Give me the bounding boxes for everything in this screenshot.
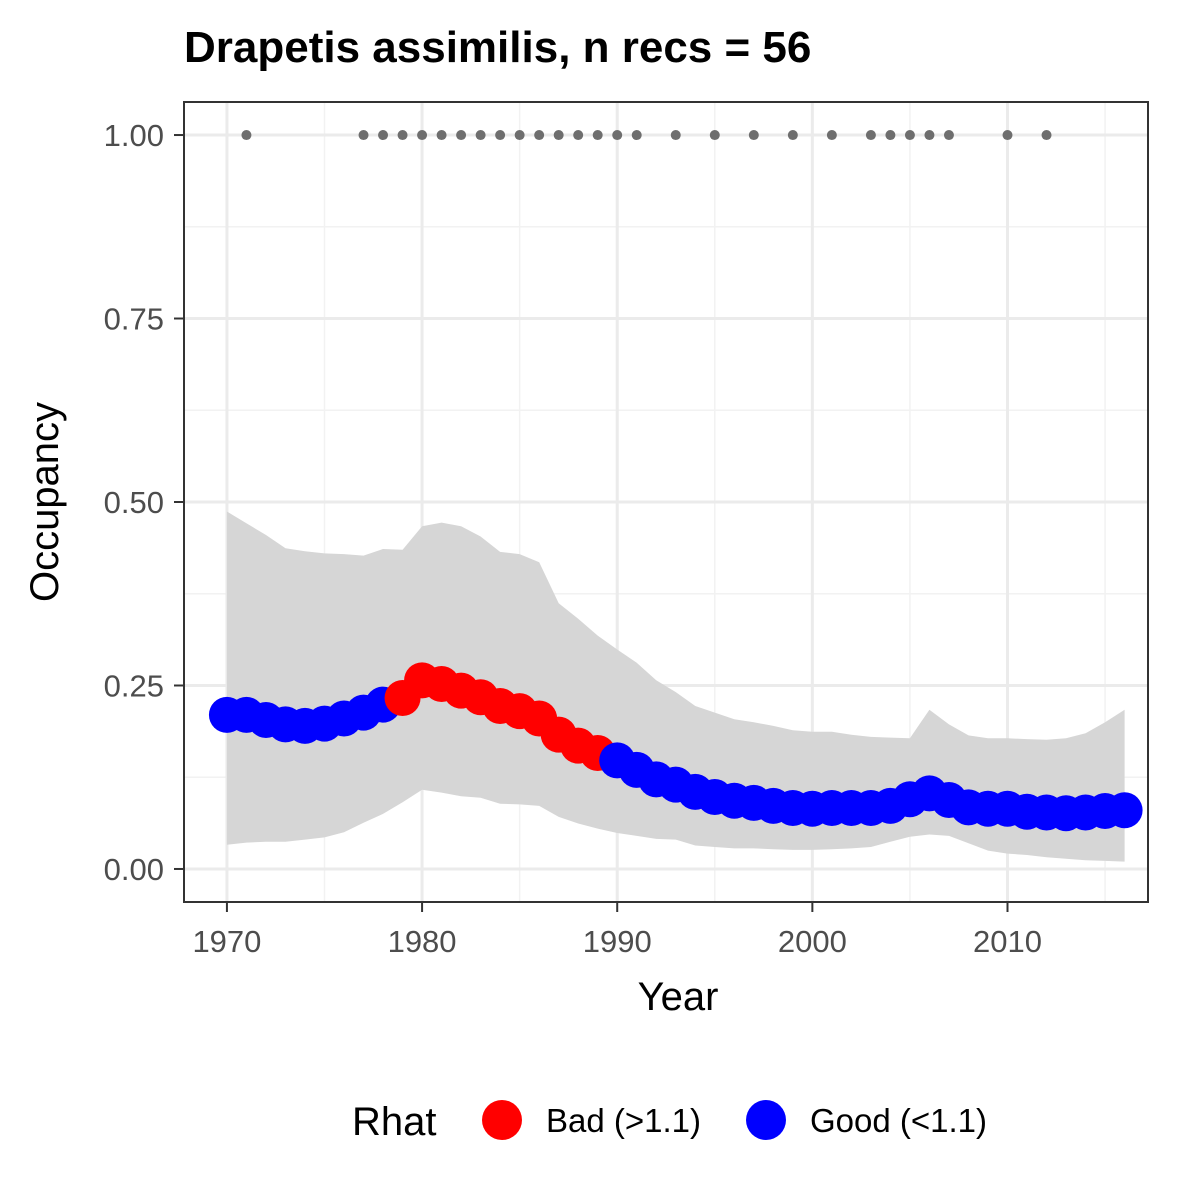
y-axis-label: Occupancy (23, 402, 67, 602)
record-point (924, 130, 935, 141)
record-point (1002, 130, 1013, 141)
record-point (1041, 130, 1052, 141)
legend-good-label: Good (<1.1) (810, 1102, 987, 1139)
record-points (241, 130, 1052, 141)
legend-title: Rhat (352, 1100, 437, 1144)
record-point (397, 130, 408, 141)
record-point (358, 130, 369, 141)
record-point (943, 130, 954, 141)
record-point (592, 130, 603, 141)
x-axis-label: Year (638, 975, 719, 1019)
x-tick-label: 1990 (583, 924, 652, 959)
x-tick-label: 2010 (973, 924, 1042, 959)
record-point (573, 130, 584, 141)
record-point (456, 130, 467, 141)
record-point (612, 130, 623, 141)
record-point (436, 130, 447, 141)
legend: Rhat Bad (>1.1) Good (<1.1) (352, 1100, 987, 1144)
record-point (241, 130, 252, 141)
x-tick-label: 1970 (192, 924, 261, 959)
record-point (904, 130, 915, 141)
record-point (631, 130, 642, 141)
legend-bad-swatch (482, 1100, 522, 1140)
y-tick-label: 0.25 (104, 668, 164, 703)
record-point (748, 130, 759, 141)
y-tick-label: 0.50 (104, 485, 164, 520)
chart-title: Drapetis assimilis, n recs = 56 (184, 23, 811, 72)
legend-bad-label: Bad (>1.1) (546, 1102, 701, 1139)
record-point (378, 130, 389, 141)
occupancy-point (1106, 792, 1143, 829)
record-point (534, 130, 545, 141)
record-point (787, 130, 798, 141)
record-point (826, 130, 837, 141)
record-point (670, 130, 681, 141)
x-tick-label: 2000 (778, 924, 847, 959)
record-point (709, 130, 720, 141)
record-point (495, 130, 506, 141)
y-tick-label: 0.75 (104, 302, 164, 337)
occupancy-points (208, 662, 1143, 832)
record-point (417, 130, 428, 141)
record-point (865, 130, 876, 141)
axes: 0.00 0.25 0.50 0.75 1.00 1970 1980 1990 2000 2010 (104, 118, 1042, 959)
record-point (885, 130, 896, 141)
record-point (475, 130, 486, 141)
x-tick-label: 1980 (388, 924, 457, 959)
record-point (514, 130, 525, 141)
y-tick-label: 1.00 (104, 118, 164, 153)
legend-good-swatch (746, 1100, 786, 1140)
confidence-ribbon (226, 511, 1125, 862)
record-point (553, 130, 564, 141)
y-tick-label: 0.00 (104, 852, 164, 887)
